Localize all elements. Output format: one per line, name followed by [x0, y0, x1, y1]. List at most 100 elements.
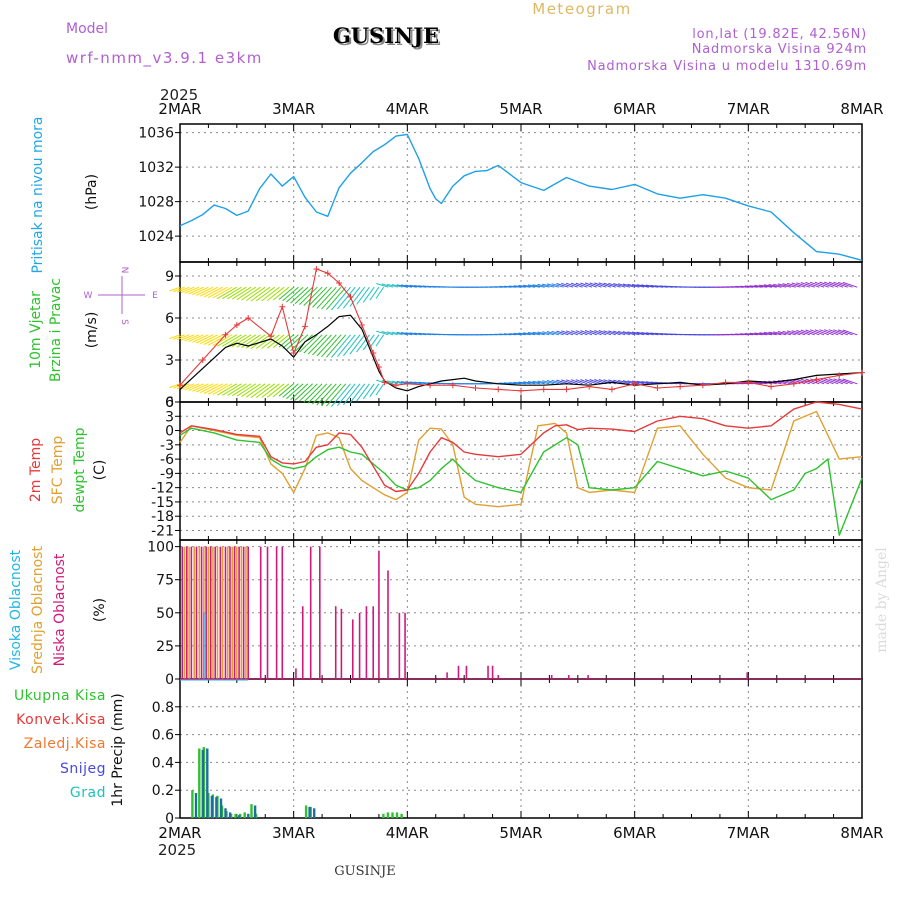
wind-barb	[810, 378, 825, 385]
wind-barb	[503, 285, 517, 288]
wind-barb	[169, 286, 181, 292]
wind-barb	[603, 330, 616, 336]
precip-legend-total: Ukupna Kisa	[14, 688, 106, 704]
y-tick-label: 75	[156, 573, 174, 589]
y-tick-label: -15	[151, 495, 174, 511]
x-tick-label-bottom: 8MAR	[840, 824, 883, 842]
wind-barb	[527, 381, 541, 385]
wind-barb	[503, 382, 517, 385]
wind-label-1: 10m Vjetar	[28, 291, 44, 369]
wind-barb	[819, 281, 834, 288]
x-tick-label-top: 5MAR	[499, 100, 542, 118]
wind-barb	[331, 383, 351, 407]
panel-frame	[179, 261, 863, 403]
wind-barb	[169, 383, 181, 389]
wind-barb	[837, 378, 853, 385]
wind-barb	[603, 282, 616, 288]
wind-barb	[551, 283, 564, 288]
wind-barb	[565, 282, 578, 288]
wind-barb	[542, 380, 555, 385]
wind-gust-marker	[427, 382, 434, 389]
temp-2m-line	[179, 401, 863, 493]
wind-gust-marker	[347, 294, 354, 300]
wind-barb	[627, 283, 640, 288]
wind-barb	[299, 383, 318, 402]
wind-barb	[594, 282, 607, 288]
precip-bar	[247, 813, 250, 818]
wind-barb	[805, 281, 820, 288]
wind-barb	[180, 383, 195, 390]
wind-barb	[282, 383, 299, 398]
cloud-label-2: Srednja Oblacnost	[30, 546, 46, 674]
y-tick-label: 0.8	[152, 700, 174, 716]
wind-barb	[570, 330, 583, 336]
wind-barb	[369, 334, 380, 348]
wind-barb	[584, 282, 597, 288]
wind-barb	[537, 283, 550, 288]
x-tick-label-bottom: 6MAR	[613, 824, 656, 842]
wind-barb	[508, 333, 522, 336]
meteogram-label: Meteogram	[532, 0, 631, 18]
wind-gust-marker	[654, 385, 661, 391]
lonlat-label: lon,lat (19.82E, 42.56N)	[692, 27, 867, 42]
wind-barb	[575, 330, 588, 336]
wind-gust-marker	[540, 386, 547, 393]
wind-barb	[261, 383, 280, 398]
x-tick-label-top: 8MAR	[840, 100, 883, 118]
wind-barb	[613, 379, 626, 385]
wind-gust-marker	[518, 387, 524, 394]
wind-barb	[232, 334, 252, 348]
sfc-temp-line	[179, 410, 863, 508]
wind-barb	[180, 334, 195, 341]
wind-barb	[824, 281, 839, 288]
wind-barb	[777, 283, 792, 288]
wind-barb	[824, 329, 839, 336]
wind-barb	[833, 329, 848, 336]
wind-barb	[589, 282, 602, 288]
wind-barb	[570, 379, 583, 385]
wind-barb	[236, 286, 257, 301]
wind-gust-marker	[699, 382, 706, 389]
precip-bar	[395, 812, 399, 818]
wind-barb	[622, 283, 635, 288]
wind-gust-marker	[495, 386, 502, 393]
wind-barb	[381, 283, 394, 288]
wind-barb	[396, 331, 408, 336]
y-tick-label: -6	[160, 452, 174, 468]
wind-barb	[375, 334, 385, 347]
wind-barb	[641, 284, 654, 288]
y-tick-label: 0	[165, 811, 174, 827]
wind-barb	[303, 334, 323, 354]
wind-barb	[337, 334, 356, 358]
wind-barb	[546, 331, 560, 336]
wind-barb	[805, 378, 820, 385]
wind-barb	[546, 283, 560, 288]
wind-barb	[216, 286, 238, 300]
station-title-shadow: GUSINJE	[335, 25, 441, 50]
model-label: Model	[66, 21, 108, 37]
wind-barb	[513, 381, 526, 385]
y-tick-label: 0.6	[152, 728, 174, 744]
wind-barb	[303, 383, 323, 403]
wind-barb	[842, 281, 858, 288]
wind-barb	[786, 282, 801, 288]
wind-barb	[176, 334, 190, 341]
wind-barb	[636, 331, 649, 336]
wind-gust-marker	[245, 315, 252, 321]
wind-barb	[532, 380, 545, 385]
precip-bar	[308, 806, 311, 818]
y-tick-label: -12	[151, 481, 174, 497]
wind-barb	[527, 284, 541, 288]
wind-barb	[791, 282, 806, 288]
wind-gust-marker	[199, 357, 206, 363]
wind-barb	[307, 286, 328, 307]
wind-barb	[754, 332, 768, 336]
wind-barb	[241, 286, 261, 301]
y-tick-label: 9	[165, 269, 174, 285]
wind-barb	[842, 329, 858, 336]
wind-barb	[744, 285, 758, 288]
wind-gust-marker	[313, 266, 320, 272]
wind-barb	[356, 383, 370, 402]
wind-barb	[227, 383, 247, 396]
